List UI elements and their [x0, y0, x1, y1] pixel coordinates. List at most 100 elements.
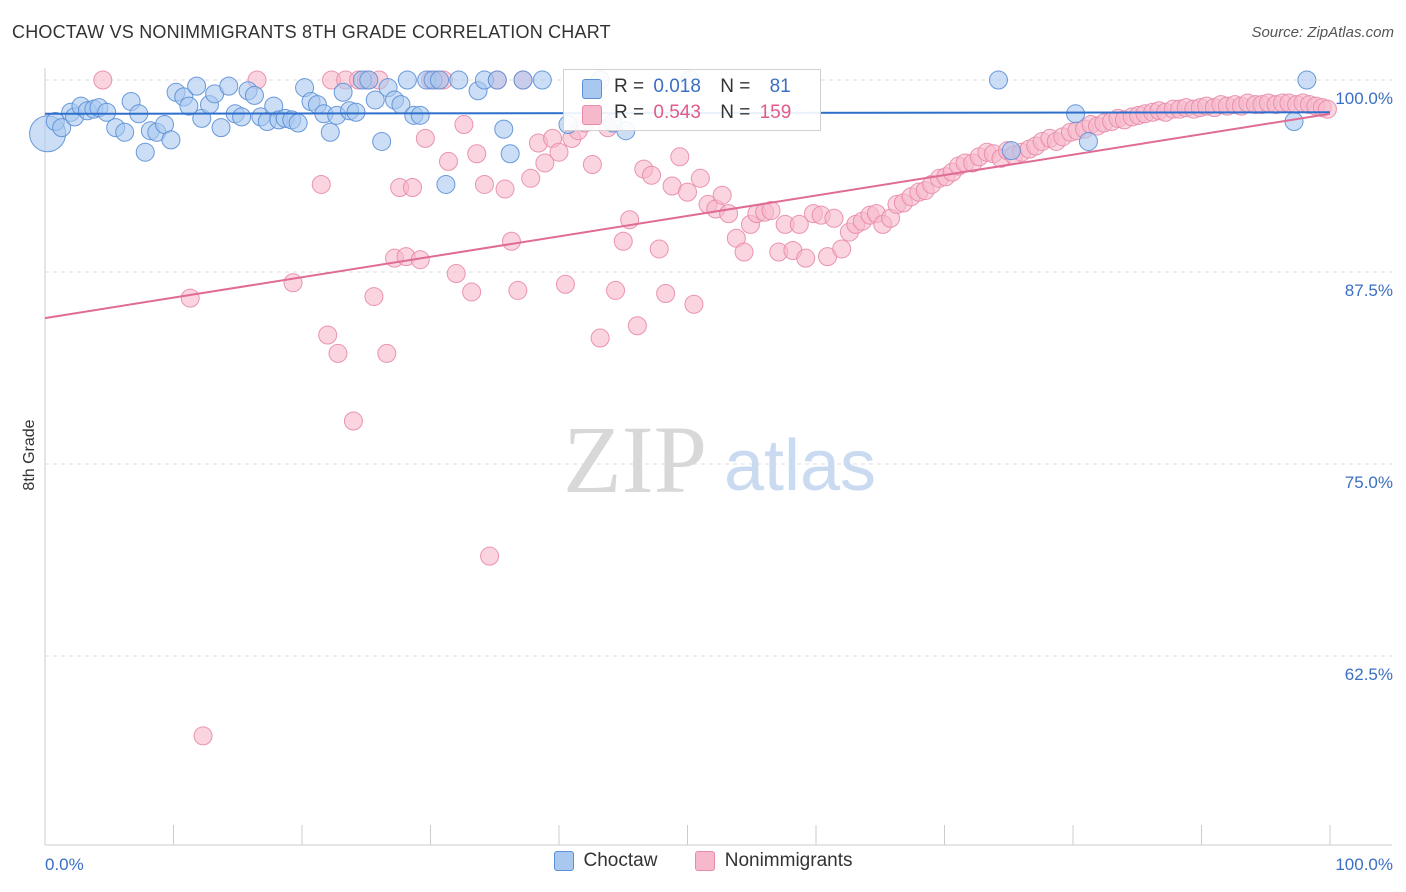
nonimmigrants-point: [824, 208, 844, 228]
trend-lines: [44, 111, 1331, 320]
nonimmigrants-point: [480, 546, 500, 566]
nonimmigrants-point: [1317, 99, 1337, 119]
choctaw-point: [397, 70, 417, 90]
nonimmigrants-point: [93, 70, 113, 90]
nonimmigrants-point: [438, 151, 458, 171]
r-value: 0.543: [653, 102, 701, 123]
n-label: N =: [720, 76, 751, 97]
choctaw-point: [346, 102, 366, 122]
nonimmigrants-point: [684, 294, 704, 314]
watermark-atlas: atlas: [724, 426, 876, 506]
choctaw-point: [1066, 104, 1086, 124]
nonimmigrants-point: [590, 328, 610, 348]
chart-title: CHOCTAW VS NONIMMIGRANTS 8TH GRADE CORRE…: [12, 22, 611, 42]
choctaw-point: [429, 70, 449, 90]
r-label: R =: [614, 102, 645, 123]
nonimmigrants-point: [555, 274, 575, 294]
legend-item-choctaw[interactable]: Choctaw: [553, 850, 658, 872]
stats-text-choctaw: R = 0.018 N = 81: [614, 76, 791, 98]
choctaw-point: [436, 174, 456, 194]
nonimmigrants-point: [311, 174, 331, 194]
choctaw-point: [449, 70, 469, 90]
nonimmigrants-swatch: [582, 105, 602, 125]
choctaw-point: [1001, 141, 1021, 161]
legend-item-nonimmigrants[interactable]: Nonimmigrants: [694, 850, 852, 872]
nonimmigrants-point: [832, 239, 852, 259]
y-axis-label: 8th Grade: [21, 419, 38, 490]
nonimmigrants-point: [474, 174, 494, 194]
nonimmigrants-point: [649, 239, 669, 259]
choctaw-point: [161, 130, 181, 150]
nonimmigrants-point: [328, 343, 348, 363]
nonimmigrants-point: [521, 168, 541, 188]
y-tick-label: 75.0%: [1345, 473, 1393, 492]
choctaw-point: [494, 119, 514, 139]
nonimmigrants-point: [642, 165, 662, 185]
nonimmigrants-point: [734, 242, 754, 262]
nonimmigrants-point: [462, 282, 482, 302]
nonimmigrants-point: [606, 280, 626, 300]
watermark: ZIP atlas: [563, 406, 876, 513]
choctaw-point: [333, 82, 353, 102]
nonimmigrants-point: [495, 179, 515, 199]
choctaw-point: [320, 122, 340, 142]
nonimmigrants-point: [549, 142, 569, 162]
series-legend: Choctaw Nonimmigrants: [0, 850, 1406, 877]
x-tick-label: 100.0%: [1335, 855, 1393, 874]
choctaw-point: [52, 118, 72, 138]
axis-labels: 62.5% 75.0% 87.5% 100.0% 0.0% 100.0% 8th Grade: [21, 89, 1393, 874]
nonimmigrants-point: [789, 214, 809, 234]
choctaw-point: [219, 76, 239, 96]
nonimmigrants-point: [582, 154, 602, 174]
x-tick-label: 0.0%: [45, 855, 84, 874]
nonimmigrants-point: [678, 182, 697, 202]
choctaw-point: [211, 118, 231, 138]
choctaw-point: [1297, 70, 1317, 90]
choctaw-point: [988, 70, 1008, 90]
choctaw-point: [1078, 131, 1098, 151]
nonimmigrants-point: [670, 147, 690, 167]
n-label: N =: [720, 102, 751, 123]
y-tick-label: 100.0%: [1335, 89, 1393, 108]
choctaw-point: [500, 144, 520, 164]
nonimmigrants-point: [535, 153, 555, 173]
nonimmigrants-point: [712, 185, 732, 205]
nonimmigrants-point: [627, 316, 647, 336]
choctaw-legend-swatch: [553, 851, 574, 871]
choctaw-point: [232, 107, 252, 127]
choctaw-point: [487, 70, 507, 90]
stats-text-nonimmigrants: R = 0.543 N = 159: [614, 102, 791, 124]
nonimmigrants-point: [719, 204, 739, 224]
grid: [45, 79, 1392, 657]
points: [29, 70, 1337, 746]
choctaw-point: [115, 122, 135, 142]
choctaw-swatch: [582, 79, 602, 99]
nonimmigrants-point: [613, 231, 633, 251]
nonimmigrants-point: [377, 343, 397, 363]
nonimmigrants-point: [508, 280, 528, 300]
choctaw-point: [359, 70, 379, 90]
nonimmigrants-point: [415, 128, 435, 148]
choctaw-point: [135, 142, 155, 162]
nonimmigrants-point: [283, 273, 303, 293]
choctaw-point: [244, 85, 264, 105]
nonimmigrants-point: [364, 287, 384, 307]
nonimmigrants-point: [796, 248, 816, 268]
legend-label-choctaw: Choctaw: [583, 850, 658, 871]
choctaw-point: [372, 131, 392, 151]
nonimmigrants-point: [690, 168, 710, 188]
choctaw-point: [532, 70, 552, 90]
choctaw-point: [410, 105, 430, 125]
y-tick-label: 87.5%: [1345, 281, 1393, 300]
nonimmigrants-point: [193, 726, 213, 746]
source-label: Source: ZipAtlas.com: [1251, 24, 1394, 41]
nonimmigrants-point: [454, 115, 474, 135]
watermark-zip: ZIP: [563, 406, 707, 513]
nonimmigrants-point: [446, 264, 466, 284]
nonimmigrants-point: [180, 288, 200, 308]
nonimmigrants-point: [656, 284, 676, 304]
nonimmigrants-legend-swatch: [694, 851, 715, 871]
nonimmigrants-point: [403, 178, 423, 198]
choctaw-point: [187, 76, 207, 96]
